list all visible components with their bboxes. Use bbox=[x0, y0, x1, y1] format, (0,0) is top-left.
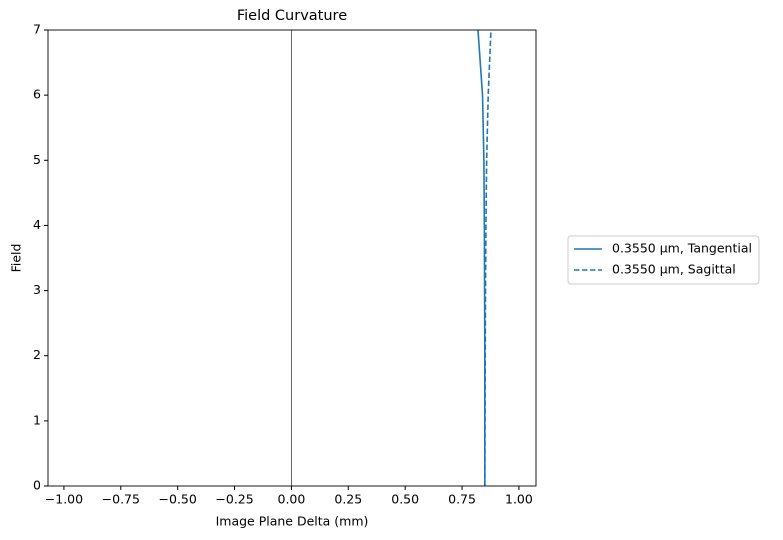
x-axis-label: Image Plane Delta (mm) bbox=[216, 514, 369, 529]
legend-label: 0.3550 µm, Tangential bbox=[612, 241, 752, 256]
x-tick-label: −0.50 bbox=[159, 492, 197, 507]
y-tick-label: 3 bbox=[33, 282, 41, 297]
x-tick-label: 0.00 bbox=[278, 492, 306, 507]
y-tick-label: 7 bbox=[33, 22, 41, 37]
y-tick-label: 5 bbox=[33, 152, 41, 167]
legend-label: 0.3550 µm, Sagittal bbox=[612, 262, 736, 277]
chart-title: Field Curvature bbox=[237, 8, 347, 24]
x-tick-label: 1.00 bbox=[505, 492, 533, 507]
series-line bbox=[484, 30, 492, 486]
y-tick-label: 1 bbox=[33, 412, 41, 427]
x-tick-label: 0.25 bbox=[334, 492, 362, 507]
x-tick-label: −1.00 bbox=[45, 492, 83, 507]
x-tick-label: −0.25 bbox=[215, 492, 253, 507]
series-line bbox=[477, 30, 486, 486]
y-axis-label: Field bbox=[9, 244, 24, 273]
legend-box bbox=[567, 235, 760, 285]
plot-frame bbox=[47, 29, 537, 487]
x-tick-label: 0.50 bbox=[391, 492, 419, 507]
y-tick-label: 4 bbox=[33, 217, 41, 232]
y-tick-label: 2 bbox=[33, 347, 41, 362]
x-tick-label: 0.75 bbox=[448, 492, 476, 507]
x-tick-label: −0.75 bbox=[102, 492, 140, 507]
y-tick-label: 0 bbox=[33, 478, 41, 493]
y-tick-label: 6 bbox=[33, 87, 41, 102]
